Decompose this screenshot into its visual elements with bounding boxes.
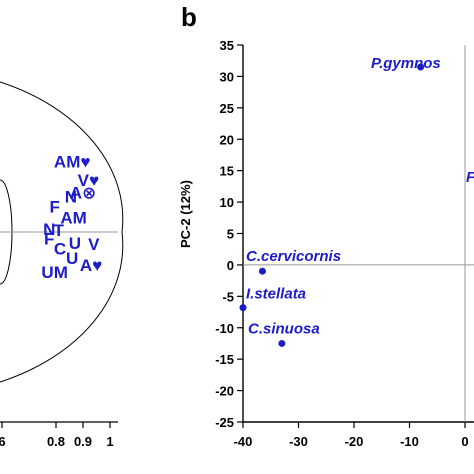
variable-label: C bbox=[54, 239, 66, 258]
variable-label: T bbox=[54, 221, 65, 240]
species-point bbox=[278, 339, 286, 347]
panel-b-plot: 35 30 25 20 15 10 5 0 -5 -10 -15 -20 -25-40 -30 -20 -10… bbox=[215, 38, 474, 449]
panel-b-letter: b bbox=[181, 2, 197, 32]
variable-label: U bbox=[66, 249, 78, 268]
outer-circle-arc bbox=[0, 81, 124, 383]
variable-label: N bbox=[43, 220, 55, 239]
y-tick-label: 15 bbox=[220, 164, 234, 179]
x-tick-label: -10 bbox=[400, 434, 419, 449]
y-tick-label: -10 bbox=[215, 321, 234, 336]
x-tick-label: 0.8 bbox=[47, 434, 65, 449]
y-tick-label: -15 bbox=[215, 352, 234, 367]
species-label-cropped: F bbox=[466, 169, 474, 186]
x-tick-label: 0.9 bbox=[74, 434, 92, 449]
y-tick-label: 10 bbox=[220, 195, 234, 210]
y-tick-label: 5 bbox=[227, 227, 234, 242]
species-label: C.cervicornis bbox=[246, 248, 341, 265]
x-tick-label: 0 bbox=[461, 434, 468, 449]
species-point bbox=[258, 267, 266, 275]
y-tick-label: -5 bbox=[222, 289, 234, 304]
variable-label: F bbox=[44, 230, 54, 249]
variable-label: A⊗ bbox=[70, 183, 97, 202]
species-label: I.stellata bbox=[246, 286, 306, 303]
variable-label: V♥ bbox=[78, 171, 99, 190]
variable-label: A♥ bbox=[80, 256, 102, 275]
y-tick-label: 0 bbox=[227, 258, 234, 273]
x-tick-label: 6 bbox=[0, 434, 6, 449]
species-label: C.sinuosa bbox=[248, 320, 320, 337]
variable-label: V bbox=[88, 235, 100, 254]
y-tick-label: 30 bbox=[220, 69, 234, 84]
x-tick-label: 1 bbox=[106, 434, 113, 449]
x-tick-label: -20 bbox=[345, 434, 364, 449]
panel-a-x-axis: 6 0.8 0.9 1 bbox=[0, 422, 114, 449]
x-tick-label: -30 bbox=[289, 434, 308, 449]
panel-b-points: P.gymnos C.cervicornis I.stellata C.sinuosa… bbox=[239, 55, 474, 347]
y-tick-label: 25 bbox=[220, 101, 234, 116]
panel-b-axes: 35 30 25 20 15 10 5 0 -5 -10 -15 -20 -25-40 -30 -20 -10… bbox=[215, 38, 474, 449]
variable-label: N bbox=[65, 188, 77, 207]
variable-label: U bbox=[69, 234, 81, 253]
variable-label: F bbox=[49, 197, 59, 216]
variable-label: AM♥ bbox=[54, 153, 91, 172]
variable-label: UM bbox=[41, 263, 67, 282]
species-point bbox=[417, 63, 425, 71]
y-tick-label: 20 bbox=[220, 132, 234, 147]
y-tick-label: -20 bbox=[215, 384, 234, 399]
panel-b-y-axis-label: PC-2 (12%) bbox=[178, 180, 193, 248]
x-tick-label: -40 bbox=[234, 434, 253, 449]
panel-a-circles bbox=[0, 81, 124, 423]
variable-label: AM bbox=[60, 209, 86, 228]
y-tick-label: -25 bbox=[215, 415, 234, 430]
species-label: P.gymnos bbox=[371, 55, 441, 72]
y-tick-label: 35 bbox=[220, 38, 234, 53]
species-point bbox=[239, 304, 247, 312]
